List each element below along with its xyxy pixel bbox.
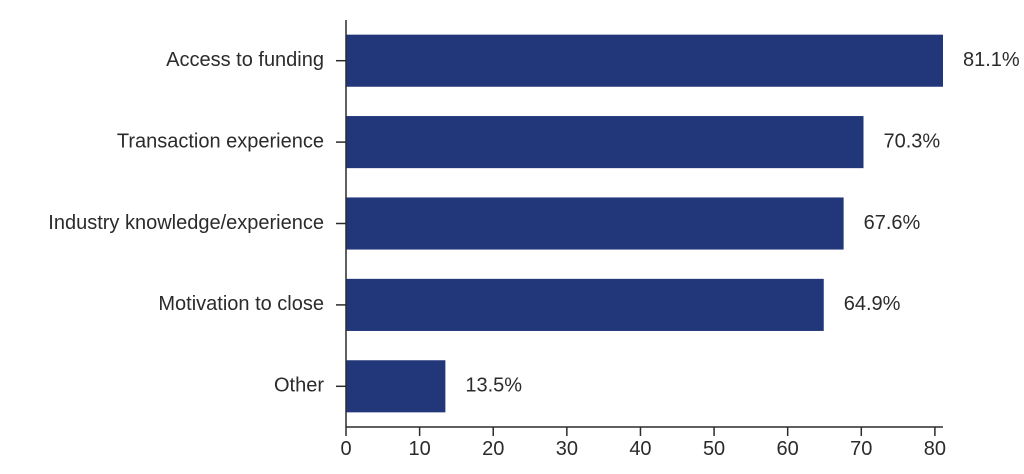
x-tick-label-1: 10 xyxy=(408,438,430,460)
x-tick-label-5: 50 xyxy=(703,438,725,460)
bar-1 xyxy=(346,116,864,169)
bar-4 xyxy=(346,360,446,413)
data-label-2: 67.6% xyxy=(864,212,921,234)
data-labels: 81.1% 70.3% 67.6% 64.9% 13.5% xyxy=(465,49,1020,397)
category-labels: Access to funding Transaction experience I… xyxy=(48,49,324,397)
x-tick-label-3: 30 xyxy=(556,438,578,460)
category-label-1: Transaction experience xyxy=(117,130,324,152)
x-tick-label-6: 60 xyxy=(777,438,799,460)
x-axis: 0 10 20 30 40 50 60 70 80 xyxy=(340,426,946,460)
category-label-0: Access to funding xyxy=(166,49,324,71)
category-label-4: Other xyxy=(274,375,324,397)
x-tick-label-7: 70 xyxy=(850,438,872,460)
category-label-3: Motivation to close xyxy=(158,293,324,315)
data-label-4: 13.5% xyxy=(465,375,522,397)
category-label-2: Industry knowledge/experience xyxy=(48,212,324,234)
x-tick-label-8: 80 xyxy=(924,438,946,460)
data-label-0: 81.1% xyxy=(963,49,1020,71)
bar-0 xyxy=(346,34,943,87)
x-tick-label-2: 20 xyxy=(482,438,504,460)
data-label-1: 70.3% xyxy=(883,130,940,152)
data-label-3: 64.9% xyxy=(844,293,901,315)
x-tick-label-0: 0 xyxy=(340,438,351,460)
x-tick-label-4: 40 xyxy=(629,438,651,460)
bar-2 xyxy=(346,197,844,250)
y-axis xyxy=(336,20,347,427)
bar-3 xyxy=(346,278,824,331)
bars-group xyxy=(346,34,943,413)
